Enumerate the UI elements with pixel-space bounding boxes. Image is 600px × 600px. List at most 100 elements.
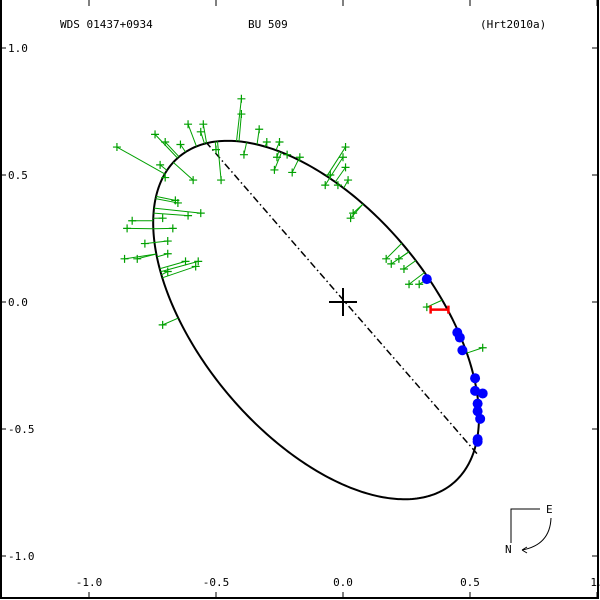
residual-line bbox=[403, 260, 417, 270]
micrometer-point bbox=[196, 209, 205, 218]
micrometer-point bbox=[405, 280, 414, 289]
x-tick-label: 1. bbox=[590, 576, 600, 589]
micrometer-point bbox=[158, 214, 167, 223]
discoverer-designation: BU 509 bbox=[248, 18, 288, 31]
y-tick-label: -1.0 bbox=[8, 550, 35, 563]
y-tick-label: 1.0 bbox=[8, 42, 28, 55]
residual-line bbox=[153, 207, 201, 214]
compass-north: N bbox=[505, 543, 512, 556]
residual-line bbox=[200, 131, 205, 144]
residual-line bbox=[217, 141, 222, 181]
micrometer-point bbox=[158, 320, 167, 329]
y-tick-label: 0.0 bbox=[8, 296, 28, 309]
x-tick-label: -1.0 bbox=[76, 576, 103, 589]
micrometer-point bbox=[181, 257, 190, 266]
residual-line bbox=[116, 146, 166, 175]
micrometer-point bbox=[288, 168, 297, 177]
micrometer-point bbox=[112, 143, 121, 152]
residual-line bbox=[159, 164, 168, 171]
micrometer-point bbox=[270, 165, 279, 174]
residual-line bbox=[159, 260, 186, 270]
residual-line bbox=[324, 177, 331, 186]
micrometer-point bbox=[295, 153, 304, 162]
residual-line bbox=[326, 146, 346, 177]
y-tick-label: -0.5 bbox=[8, 423, 35, 436]
micrometer-point bbox=[349, 209, 358, 218]
speckle-point bbox=[472, 398, 483, 409]
micrometer-point bbox=[163, 267, 172, 276]
micrometer-point bbox=[191, 262, 200, 271]
residual-line bbox=[343, 179, 349, 189]
residual-line bbox=[124, 253, 157, 260]
micrometer-point bbox=[120, 254, 129, 263]
speckle-point bbox=[454, 332, 465, 343]
wds-id: WDS 01437+0934 bbox=[60, 18, 153, 31]
micrometer-point bbox=[123, 224, 132, 233]
micrometer-point bbox=[237, 110, 246, 119]
residual-line bbox=[408, 272, 425, 285]
micrometer-point bbox=[341, 143, 350, 152]
speckle-point bbox=[421, 274, 432, 285]
micrometer-point bbox=[189, 176, 198, 185]
micrometer-point bbox=[262, 137, 271, 146]
residual-line bbox=[155, 198, 178, 204]
micrometer-point bbox=[161, 137, 170, 146]
micrometer-point bbox=[399, 264, 408, 273]
micrometer-point bbox=[478, 343, 487, 352]
micrometer-point bbox=[344, 176, 353, 185]
micrometer-point bbox=[212, 145, 220, 154]
micrometer-point bbox=[194, 257, 203, 266]
residual-line bbox=[466, 347, 483, 354]
micrometer-point bbox=[161, 173, 170, 182]
compass: E N bbox=[505, 503, 553, 556]
residual-line bbox=[187, 124, 197, 147]
line-of-nodes bbox=[205, 141, 479, 455]
speckle-point bbox=[477, 388, 488, 399]
x-tick-label: 0.0 bbox=[333, 576, 353, 589]
micrometer-point bbox=[140, 239, 149, 248]
micrometer-point bbox=[387, 259, 396, 268]
residual-line bbox=[236, 98, 242, 142]
compass-arrow bbox=[521, 517, 552, 554]
micrometer-point bbox=[415, 280, 424, 289]
residual-line bbox=[334, 167, 346, 183]
y-tick-label: 0.5 bbox=[8, 169, 28, 182]
residual-line bbox=[162, 265, 196, 279]
micrometer-point bbox=[239, 150, 248, 159]
micrometer-point bbox=[237, 94, 246, 103]
orbit-ellipse bbox=[152, 139, 480, 501]
micrometer-point bbox=[382, 254, 391, 263]
error-bar-point bbox=[429, 305, 450, 314]
micrometer-point bbox=[184, 211, 193, 220]
residual-line bbox=[273, 152, 283, 171]
residual-line bbox=[291, 159, 299, 173]
residual-line bbox=[155, 195, 176, 201]
micrometer-point bbox=[128, 216, 137, 225]
residual-line bbox=[238, 113, 242, 142]
micrometer-point bbox=[283, 150, 292, 159]
reference: (Hrt2010a) bbox=[480, 18, 546, 31]
residual-line bbox=[153, 212, 189, 217]
micrometer-point bbox=[173, 198, 182, 207]
residual-line bbox=[180, 144, 186, 153]
residual-line bbox=[329, 156, 344, 179]
micrometer-point bbox=[196, 127, 205, 136]
micrometer-point bbox=[217, 176, 226, 185]
residual-line bbox=[164, 141, 180, 158]
micrometer-point bbox=[333, 181, 342, 190]
residual-line bbox=[352, 203, 364, 214]
speckle-point bbox=[475, 413, 486, 424]
x-tick-label: 0.5 bbox=[460, 576, 480, 589]
micrometer-point bbox=[184, 120, 193, 129]
speckle-point bbox=[470, 373, 481, 384]
compass-bracket bbox=[510, 508, 540, 543]
speckle-point bbox=[472, 436, 483, 447]
residual-line bbox=[162, 317, 179, 326]
micrometer-point bbox=[321, 181, 330, 190]
micrometer-point bbox=[163, 237, 172, 246]
residual-line bbox=[426, 299, 443, 308]
micrometer-point bbox=[341, 163, 350, 172]
micrometer-point bbox=[199, 120, 208, 129]
residual-line bbox=[172, 161, 194, 181]
